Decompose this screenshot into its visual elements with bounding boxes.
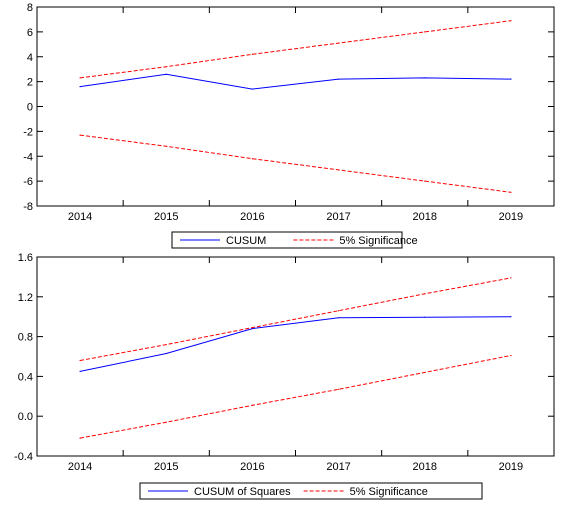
data-point — [79, 134, 81, 136]
data-point — [251, 404, 254, 406]
data-point — [337, 42, 340, 44]
y-tick-label: -8 — [23, 201, 33, 213]
legend-label-main: CUSUM — [226, 235, 266, 247]
data-point — [165, 352, 167, 355]
data-point — [510, 78, 512, 80]
data-point — [424, 31, 426, 33]
data-point — [337, 388, 340, 390]
cusum-squares-chart: 1.6 1.2 0.8 0.4 0.0 -0.4 2014 2015 2016 2017 2018 2… — [14, 252, 555, 500]
data-point — [337, 169, 340, 171]
x-tick-label: 2017 — [326, 461, 350, 473]
data-point — [510, 316, 512, 318]
y-tick-label: 0.4 — [18, 371, 33, 383]
data-point — [510, 191, 512, 193]
cusum-chart: 8 6 4 2 0 -2 -4 -6 -8 2014 2015 2016 2017 2018 2019 CUS… — [23, 2, 555, 249]
x-tick-label: 2018 — [413, 211, 437, 223]
data-point — [424, 180, 426, 182]
series-line-upper-bound — [80, 277, 511, 361]
data-point — [165, 73, 167, 75]
x-tick-label: 2014 — [68, 211, 92, 223]
x-tick-label: 2016 — [240, 211, 264, 223]
legend-label-significance: 5% Significance — [339, 235, 417, 247]
plot-frame — [36, 256, 555, 457]
data-point — [424, 293, 426, 295]
x-tick-label: 2017 — [326, 211, 350, 223]
x-tick-label: 2014 — [68, 461, 92, 473]
data-point — [79, 359, 81, 362]
y-tick-label: 6 — [27, 27, 33, 39]
x-tick-label: 2019 — [499, 461, 523, 473]
y-tick-label: 2 — [27, 77, 33, 89]
data-point — [251, 327, 254, 329]
x-tick-label: 2015 — [154, 461, 178, 473]
data-point — [251, 328, 254, 330]
data-point — [165, 343, 167, 346]
y-tick-label: 1.2 — [18, 292, 33, 304]
series-line-lower-bound — [80, 134, 511, 193]
data-point — [165, 145, 167, 147]
y-tick-label: -0.4 — [14, 451, 33, 463]
data-point — [251, 158, 254, 160]
y-tick-label: -6 — [23, 176, 33, 188]
legend-label-main: CUSUM of Squares — [194, 486, 291, 498]
data-point — [79, 437, 81, 439]
x-tick-label: 2016 — [240, 461, 264, 473]
data-point — [424, 371, 426, 374]
data-point — [165, 66, 167, 68]
legend: CUSUM 5% Significance — [171, 231, 418, 249]
data-point — [510, 277, 512, 279]
series-line-main — [80, 73, 511, 90]
data-point — [79, 86, 81, 88]
data-point — [251, 53, 254, 55]
y-tick-label: 4 — [27, 52, 33, 64]
data-point — [165, 421, 167, 423]
data-point — [424, 77, 426, 79]
data-point — [510, 20, 512, 22]
data-point — [251, 88, 254, 90]
y-tick-label: 8 — [27, 2, 33, 14]
y-tick-label: 0.8 — [18, 332, 33, 344]
y-tick-label: 0 — [27, 102, 33, 114]
y-tick-label: -4 — [23, 151, 33, 163]
y-tick-label: -2 — [23, 126, 33, 138]
data-point — [79, 370, 81, 373]
series-line-main — [79, 316, 511, 372]
data-point — [510, 354, 512, 357]
data-point — [79, 77, 81, 79]
x-tick-label: 2019 — [499, 211, 523, 223]
x-tick-label: 2018 — [413, 461, 437, 473]
y-tick-label: 1.6 — [18, 252, 33, 264]
series-line-upper-bound — [80, 20, 511, 79]
series-line-lower-bound — [80, 355, 511, 439]
legend-label-significance: 5% Significance — [350, 486, 428, 498]
plot-frame — [36, 6, 555, 207]
legend: CUSUM of Squares 5% Significance — [139, 482, 483, 500]
legend-box — [171, 231, 403, 249]
x-tick-label: 2015 — [154, 211, 178, 223]
data-point — [337, 317, 340, 319]
y-tick-label: 0.0 — [18, 411, 33, 423]
data-point — [337, 310, 340, 312]
data-point — [424, 316, 426, 318]
data-point — [337, 78, 340, 80]
